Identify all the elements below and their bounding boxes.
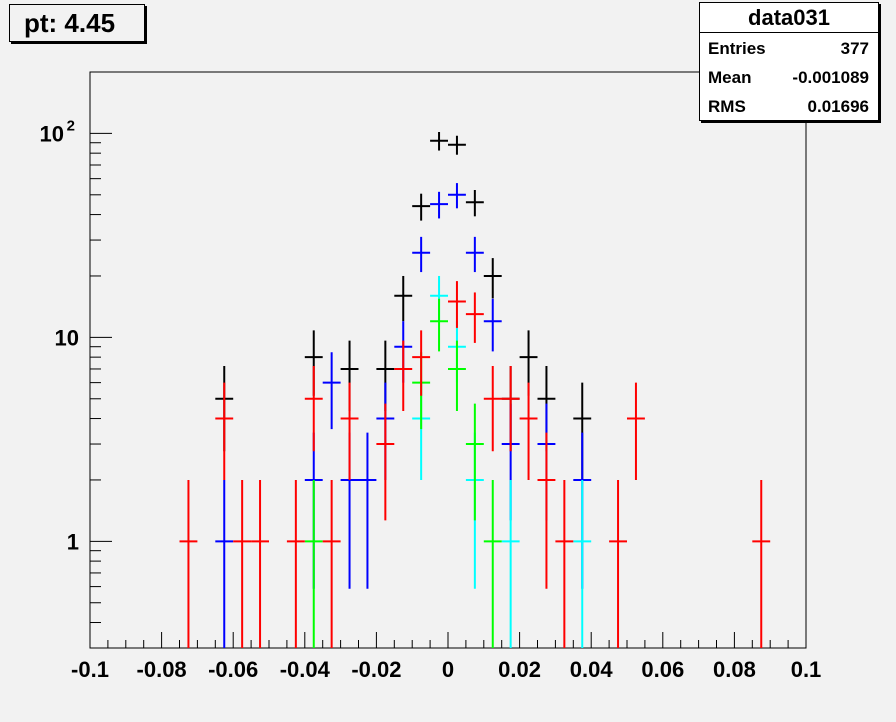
data-point	[179, 479, 198, 648]
stats-value: 0.01696	[807, 97, 869, 116]
data-point	[609, 479, 627, 648]
data-point	[394, 340, 413, 412]
data-point	[465, 403, 484, 521]
stats-row-rms: RMS 0.01696	[700, 91, 878, 120]
data-point	[412, 193, 431, 221]
pad-title-box: pt: 4.45	[9, 4, 145, 42]
data-point	[519, 382, 538, 480]
data-point	[483, 366, 502, 452]
data-point	[573, 479, 592, 648]
data-point	[322, 352, 341, 430]
data-point	[501, 366, 520, 452]
data-point	[394, 275, 413, 322]
x-tick-label: -0.06	[208, 657, 258, 682]
plot-frame	[89, 71, 807, 649]
data-point	[483, 258, 502, 299]
stats-key: RMS	[708, 97, 746, 116]
x-tick-label: 0.06	[641, 657, 684, 682]
pad-title: pt: 4.45	[24, 8, 116, 38]
data-point	[448, 340, 466, 412]
x-tick-label: 0.08	[713, 657, 756, 682]
y-tick-exponent: 2	[67, 117, 75, 134]
x-tick-label: -0.04	[280, 657, 331, 682]
data-point	[233, 479, 252, 648]
data-point	[483, 298, 502, 352]
y-tick-label: 1	[67, 529, 79, 554]
stats-title: data031	[700, 3, 878, 33]
data-point	[483, 479, 502, 648]
stats-key: Mean	[708, 68, 752, 87]
data-point	[412, 330, 431, 396]
data-point	[555, 479, 574, 648]
data-point	[376, 403, 395, 521]
x-tick-label: 0.02	[498, 657, 541, 682]
data-point	[251, 479, 269, 648]
y-tick-label: 10	[40, 121, 64, 146]
data-point	[412, 236, 431, 273]
data-point	[340, 382, 359, 480]
stats-box: data031 Entries 377 Mean -0.001089 RMS 0…	[699, 2, 879, 121]
data-point	[430, 298, 448, 352]
data-point	[215, 479, 234, 648]
data-point	[465, 236, 484, 273]
data-point	[627, 382, 645, 480]
data-point	[430, 191, 448, 219]
y-tick-label: 10	[55, 325, 79, 350]
data-point	[537, 432, 556, 589]
data-point	[322, 479, 341, 648]
x-tick-label: -0.1	[71, 657, 109, 682]
data-point	[501, 479, 520, 648]
stats-value: -0.001089	[792, 68, 869, 87]
x-tick-label: 0.1	[791, 657, 822, 682]
x-tick-label: 0	[442, 657, 454, 682]
stats-value: 377	[840, 39, 869, 58]
data-point	[215, 382, 234, 480]
data-point	[465, 292, 484, 343]
data-point	[286, 479, 305, 648]
stats-row-mean: Mean -0.001089	[700, 62, 878, 91]
data-point	[358, 432, 377, 589]
data-point	[465, 190, 484, 217]
data-point	[430, 132, 448, 151]
data-point	[304, 366, 323, 452]
x-tick-label: 0.04	[570, 657, 614, 682]
data-point	[448, 281, 466, 328]
stats-key: Entries	[708, 39, 766, 58]
data-point	[448, 135, 466, 155]
x-tick-label: -0.08	[137, 657, 187, 682]
data-point	[448, 183, 466, 209]
x-tick-label: -0.02	[351, 657, 401, 682]
data-point	[752, 479, 771, 648]
stats-row-entries: Entries 377	[700, 33, 878, 62]
data-point	[304, 479, 323, 648]
